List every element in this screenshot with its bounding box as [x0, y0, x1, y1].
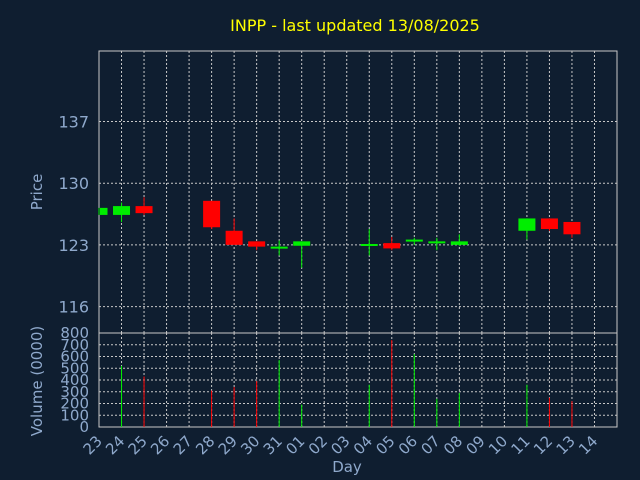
volume-axis-label: Volume (0000)	[28, 326, 46, 436]
price-panel-frame	[98, 50, 618, 334]
x-tick-label: 14	[575, 432, 601, 458]
volume-tick-label: 400	[60, 371, 89, 389]
volume-tick-label: 500	[60, 359, 89, 377]
price-tick-label: 137	[58, 113, 89, 132]
candle-body	[405, 239, 423, 242]
volume-tick-label: 600	[60, 348, 89, 366]
volume-tick-label: 200	[60, 395, 89, 413]
candle-body	[135, 206, 153, 214]
candle-body	[113, 206, 131, 215]
price-tick-label: 116	[58, 298, 89, 317]
candle-body	[100, 207, 108, 215]
candle-body	[540, 218, 558, 230]
candle-body	[248, 241, 266, 247]
x-axis-label: Day	[332, 458, 362, 476]
candle-body	[293, 241, 311, 246]
volume-tick-label: 100	[60, 406, 89, 424]
price-tick-label: 130	[58, 174, 89, 193]
price-axis-label: Price	[28, 174, 46, 211]
candle-body	[563, 221, 581, 235]
volume-tick-label: 800	[60, 324, 89, 342]
candle-body	[225, 230, 243, 245]
volume-tick-label: 700	[60, 336, 89, 354]
volume-tick-label: 0	[79, 418, 89, 436]
tick-labels: 1161231301370100200300400500600700800232…	[58, 113, 601, 459]
candle-body	[518, 218, 536, 231]
grid-layer	[98, 50, 618, 428]
candle-body	[270, 246, 288, 249]
candles	[98, 197, 581, 268]
volume-tick-label: 300	[60, 383, 89, 401]
candle-body	[450, 241, 468, 245]
candle-body	[383, 243, 401, 249]
candle-body	[360, 243, 378, 246]
volume-bars	[121, 340, 573, 427]
candle-body	[428, 241, 446, 244]
candle-body	[203, 200, 221, 228]
price-tick-label: 123	[58, 236, 89, 255]
chart-title: INPP - last updated 13/08/2025	[230, 16, 480, 35]
